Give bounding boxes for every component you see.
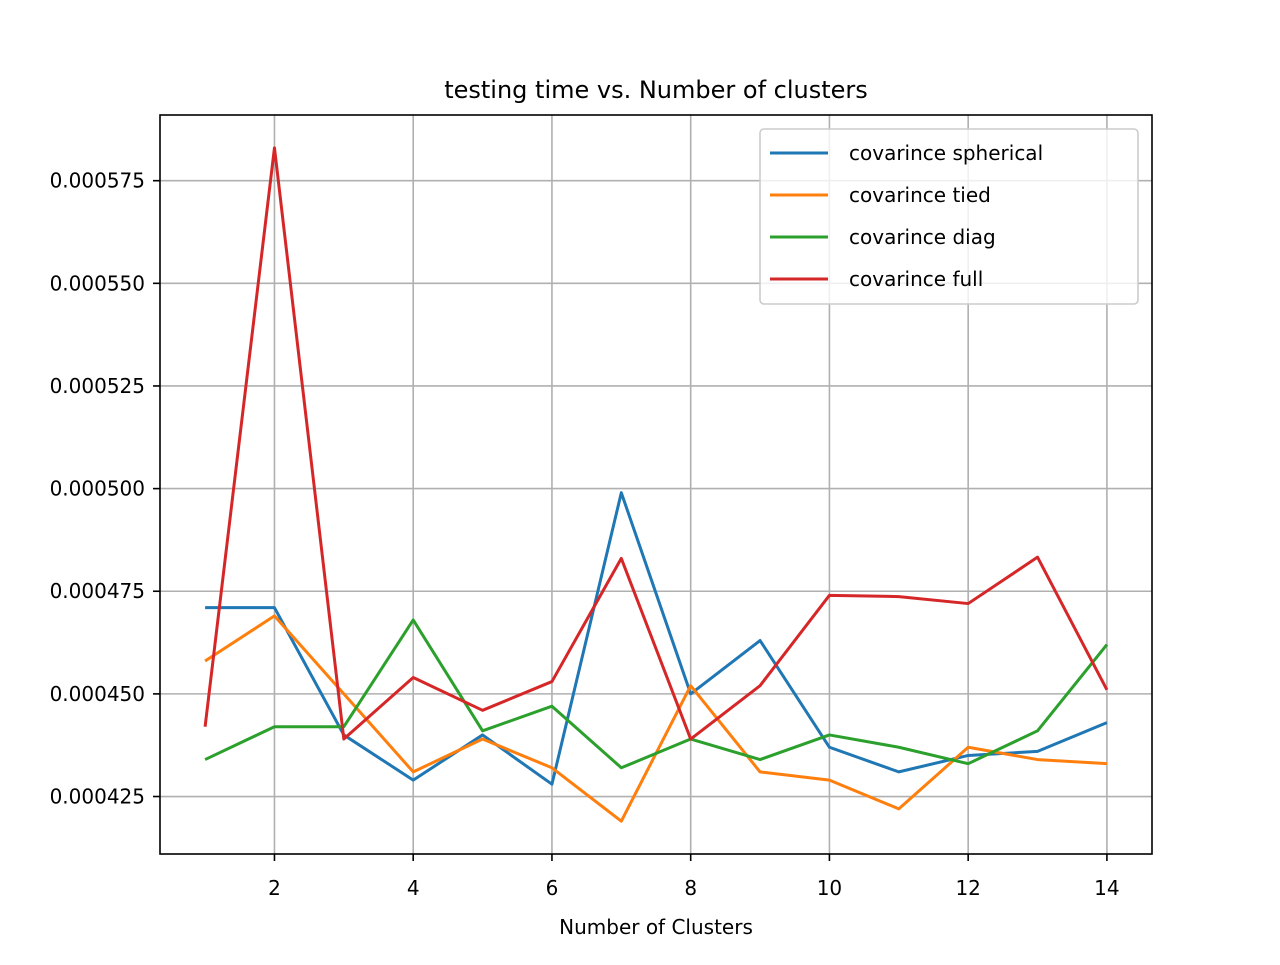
y-tick-label: 0.000500	[50, 477, 145, 501]
series-line-3	[204, 618, 1109, 770]
chart-title: testing time vs. Number of clusters	[444, 76, 868, 104]
legend: covarince spherical covarince tied covarin…	[759, 128, 1139, 305]
x-tick-label: 2	[268, 876, 281, 900]
legend-label: covarince spherical	[849, 141, 1043, 165]
legend-label: covarince full	[849, 267, 983, 291]
x-tick-label: 12	[955, 876, 980, 900]
x-tick-label: 10	[817, 876, 842, 900]
x-axis-label: Number of Clusters	[559, 915, 753, 939]
series-lines	[203, 146, 1109, 823]
y-tick-label: 0.000575	[50, 169, 145, 193]
y-tick-label: 0.000525	[50, 374, 145, 398]
x-tick-label: 6	[546, 876, 559, 900]
legend-label: covarince diag	[849, 225, 996, 249]
y-tick-label: 0.000550	[50, 271, 145, 295]
y-tick-label: 0.000475	[50, 579, 145, 603]
x-tick-label: 4	[407, 876, 420, 900]
y-tick-label: 0.000450	[50, 682, 145, 706]
y-tick-label: 0.000425	[50, 785, 145, 809]
axis-ticks: 2 4 6 8 10 12 14 0.000425 0.000450 0.000475 0.0005…	[50, 169, 1120, 900]
legend-label: covarince tied	[849, 183, 991, 207]
plot-area-frame	[159, 114, 1153, 855]
x-tick-label: 8	[684, 876, 697, 900]
x-tick-label: 14	[1094, 876, 1119, 900]
series-line-4	[203, 146, 1109, 741]
legend-box	[759, 128, 1139, 305]
